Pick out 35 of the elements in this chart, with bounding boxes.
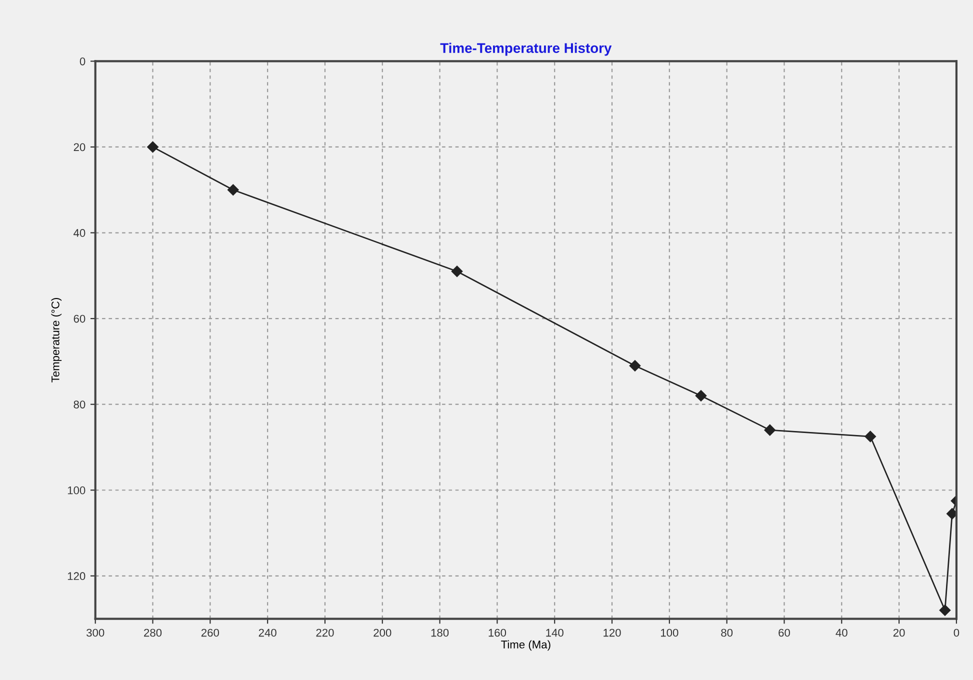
chart-title: Time-Temperature History	[440, 42, 612, 56]
y-tick-label: 0	[80, 57, 86, 66]
point	[629, 360, 641, 372]
point	[695, 390, 707, 402]
x-tick-label: 0	[954, 628, 960, 637]
point	[228, 184, 239, 196]
x-tick-label: 260	[201, 628, 220, 637]
x-axis-title: Time (Ma)	[501, 640, 550, 651]
x-tick-label: 120	[604, 628, 621, 637]
x-tick-label: 40	[836, 628, 848, 637]
point	[451, 266, 463, 277]
x-tick-label: 60	[778, 628, 790, 637]
x-tick-label: 140	[546, 628, 564, 637]
x-tick-label: 220	[316, 628, 334, 637]
x-tick-label: 160	[488, 628, 506, 637]
y-tick-label: 120	[68, 572, 86, 580]
y-tick-label: 20	[74, 143, 86, 152]
x-tick-label: 300	[86, 628, 104, 637]
y-axis-title: Temperature (°C)	[51, 298, 62, 382]
x-tick-label: 20	[893, 628, 905, 637]
point	[764, 424, 776, 436]
x-tick-label: 200	[374, 628, 392, 637]
y-tick-label: 100	[68, 486, 86, 494]
x-tick-label: 180	[431, 628, 449, 637]
y-tick-label: 60	[74, 314, 86, 323]
x-tick-label: 280	[144, 628, 162, 637]
x-tick-label: 80	[721, 628, 733, 637]
point	[864, 430, 876, 442]
point	[946, 508, 956, 520]
y-tick-label: 80	[74, 400, 86, 408]
x-tick-label: 100	[661, 628, 678, 637]
y-tick-label: 40	[74, 229, 86, 237]
point	[939, 604, 951, 616]
x-tick-label: 240	[258, 628, 276, 637]
point	[147, 141, 158, 153]
